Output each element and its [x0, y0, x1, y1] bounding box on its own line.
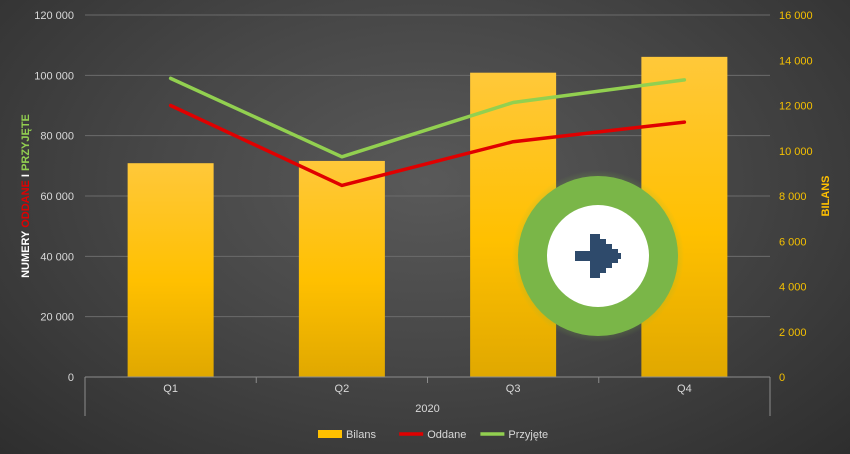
category-axis: Q1 Q2 Q3 Q4 2020 [163, 383, 691, 415]
arrow-head-tip [616, 253, 621, 259]
right-tick-label: 10 000 [779, 146, 813, 158]
left-tick-label: 60 000 [40, 191, 74, 203]
right-tick-label: 14 000 [779, 55, 813, 67]
right-tick-label: 2 000 [779, 327, 807, 339]
right-tick-label: 0 [779, 372, 785, 384]
left-tick-label: 120 000 [34, 10, 74, 22]
left-tick-label: 20 000 [40, 312, 74, 324]
left-tick-label: 40 000 [40, 251, 74, 263]
left-axis-label-part: NUMERY [20, 228, 32, 278]
axes [84, 376, 771, 416]
arrow-shaft [575, 251, 597, 261]
right-tick-label: 8 000 [779, 191, 807, 203]
left-tick-label: 80 000 [40, 131, 74, 143]
arrow-head-part [590, 234, 600, 278]
category-label: Q1 [163, 383, 178, 395]
group-label: 2020 [415, 403, 439, 415]
next-arrow-button[interactable] [512, 170, 684, 342]
bar-q2 [298, 160, 385, 377]
bar-q1 [127, 163, 214, 377]
left-axis-label-part: PRZYJĘTE [20, 114, 32, 171]
arrow-head-part [610, 249, 618, 263]
arrow-head-part [598, 239, 606, 273]
legend-swatch-bar [318, 430, 342, 438]
legend-label: Przyjęte [508, 429, 548, 441]
arrow-head-part [604, 244, 612, 268]
legend-label: Oddane [427, 429, 466, 441]
left-axis-label-part: I [20, 171, 32, 180]
right-tick-label: 6 000 [779, 236, 807, 248]
category-label: Q4 [677, 383, 692, 395]
category-label: Q2 [335, 383, 350, 395]
right-tick-label: 16 000 [779, 10, 813, 22]
left-tick-label: 0 [68, 372, 74, 384]
left-axis-ticks: 0 20 000 40 000 60 000 80 000 100 000 120 000 [34, 10, 74, 384]
right-tick-label: 4 000 [779, 282, 807, 294]
line-oddane [168, 103, 687, 188]
lines [168, 76, 687, 188]
left-axis-label: NUMERY ODDANE I PRZYJĘTE [20, 114, 32, 278]
left-tick-label: 100 000 [34, 70, 74, 82]
right-axis-label: BILANS [820, 176, 832, 217]
legend-label: Bilans [346, 429, 376, 441]
left-axis-label-part: ODDANE [20, 180, 32, 228]
arrow-right-icon [575, 234, 621, 278]
category-label: Q3 [506, 383, 521, 395]
line-przyjte [168, 76, 687, 159]
legend: Bilans Oddane Przyjęte [318, 429, 548, 441]
right-tick-label: 12 000 [779, 101, 813, 113]
right-axis-ticks: 0 2 000 4 000 6 000 8 000 10 000 12 000 14 000 1… [779, 10, 813, 384]
